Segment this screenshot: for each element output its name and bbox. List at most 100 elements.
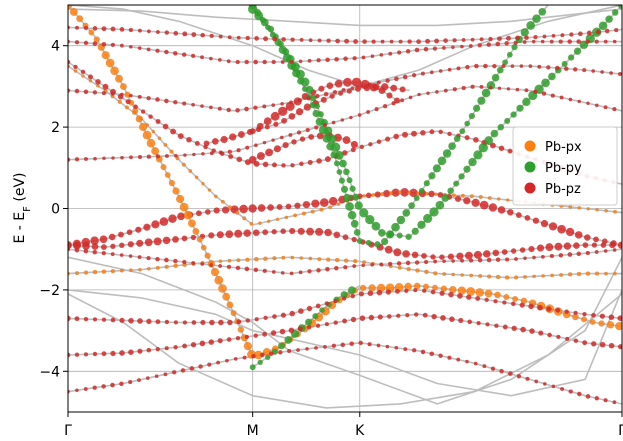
marker-pz-b12-6 bbox=[119, 43, 124, 48]
marker-px-b3-66 bbox=[595, 208, 599, 212]
marker-pz-b15-61 bbox=[608, 314, 615, 321]
marker-py-b9-25 bbox=[345, 202, 355, 211]
marker-px-b3-24 bbox=[228, 205, 233, 210]
marker-pz-b12-31 bbox=[343, 56, 348, 62]
legend-marker-pz bbox=[524, 182, 536, 194]
marker-pz-b13-18 bbox=[226, 107, 231, 113]
marker-px-b3-45 bbox=[407, 190, 411, 195]
marker-py-b9-37 bbox=[408, 202, 416, 210]
marker-pz-b15-36 bbox=[385, 289, 392, 295]
marker-pz-b1-18 bbox=[225, 230, 234, 239]
marker-pz-b16-54 bbox=[547, 332, 552, 338]
marker-pz-b4-0 bbox=[68, 59, 71, 65]
y-tick-label-2: 0 bbox=[51, 202, 60, 218]
marker-pz-b15-38 bbox=[404, 288, 409, 294]
marker-pz-b12-39 bbox=[414, 47, 420, 53]
marker-pz-b12-40 bbox=[423, 46, 429, 52]
marker-py-b9-51 bbox=[477, 96, 486, 105]
marker-px-b3-37 bbox=[336, 202, 341, 206]
marker-px-b3-22 bbox=[213, 194, 218, 199]
marker-px-b3-12 bbox=[151, 129, 156, 134]
legend-marker-py bbox=[524, 161, 536, 173]
marker-pz-b14-61 bbox=[603, 105, 608, 110]
marker-px-b18-31 bbox=[343, 258, 349, 263]
marker-pz-b14-8 bbox=[137, 154, 143, 160]
marker-pz-b16-43 bbox=[449, 316, 455, 323]
marker-pz-b15-28 bbox=[315, 303, 321, 309]
marker-pz-b11-42 bbox=[443, 38, 449, 44]
marker-px-b2-31 bbox=[200, 244, 207, 251]
marker-pz-b16-59 bbox=[590, 340, 597, 347]
marker-pz-b12-52 bbox=[531, 39, 536, 44]
marker-pz-b12-38 bbox=[405, 48, 411, 54]
marker-pz-b14-34 bbox=[366, 109, 371, 115]
marker-pz-b12-14 bbox=[190, 53, 196, 59]
marker-px-b2-34 bbox=[210, 267, 220, 277]
marker-pz-b11-9 bbox=[146, 29, 151, 34]
marker-pz-b13-33 bbox=[359, 84, 364, 89]
marker-px-b3-4 bbox=[96, 84, 100, 88]
marker-px-b3-46 bbox=[416, 191, 420, 196]
marker-pz-b17-5 bbox=[110, 382, 115, 388]
marker-pz-b13-19 bbox=[235, 107, 241, 113]
marker-pz-b15-8 bbox=[137, 318, 143, 324]
marker-pz-b13-51 bbox=[519, 64, 524, 69]
marker-pz-b0-26 bbox=[294, 202, 301, 209]
marker-pz-b15-39 bbox=[413, 287, 418, 293]
marker-pz-b16-36 bbox=[386, 313, 392, 319]
marker-pz-b15-53 bbox=[537, 304, 543, 311]
marker-pz-b1-6 bbox=[118, 242, 125, 249]
marker-pz-b11-39 bbox=[416, 39, 422, 45]
marker-pz-b14-0 bbox=[68, 157, 71, 162]
marker-px-b3-21 bbox=[207, 188, 212, 192]
marker-pz-b15-5 bbox=[110, 317, 116, 323]
marker-pz-b13-8 bbox=[137, 94, 142, 99]
marker-pz-b16-9 bbox=[146, 347, 152, 353]
marker-pz-b12-53 bbox=[540, 39, 545, 44]
marker-pz-b1-62 bbox=[617, 241, 622, 249]
marker-py-b9-6 bbox=[278, 45, 287, 54]
marker-px-b18-55 bbox=[559, 272, 564, 277]
marker-pz-b15-1 bbox=[74, 316, 80, 322]
marker-pz-b7-5 bbox=[291, 139, 297, 145]
marker-pz-b15-7 bbox=[128, 317, 134, 324]
marker-py-b9-54 bbox=[491, 73, 500, 82]
marker-pz-b6-7 bbox=[264, 124, 270, 130]
marker-pz-b0-18 bbox=[221, 206, 230, 214]
marker-pz-b13-16 bbox=[208, 105, 213, 110]
marker-pz-b6-8 bbox=[273, 121, 279, 128]
marker-py-b9-45 bbox=[448, 142, 457, 151]
marker-pz-b11-22 bbox=[263, 36, 269, 42]
marker-pz-b17-8 bbox=[136, 378, 142, 383]
marker-pz-b0-41 bbox=[428, 190, 435, 198]
marker-pz-b0-15 bbox=[195, 210, 202, 217]
marker-pz-b11-18 bbox=[227, 35, 232, 40]
marker-pz-b17-50 bbox=[507, 371, 513, 377]
marker-pz-b1-50 bbox=[510, 248, 517, 254]
marker-pz-b17-24 bbox=[277, 349, 283, 355]
marker-pz-b4-2 bbox=[80, 69, 86, 75]
marker-pz-b11-35 bbox=[380, 39, 385, 44]
marker-pz-b12-56 bbox=[567, 39, 573, 44]
marker-pz-b13-10 bbox=[155, 97, 160, 102]
marker-pz-b1-29 bbox=[324, 228, 332, 237]
marker-pz-b6-20 bbox=[372, 83, 380, 91]
marker-pz-b19-4 bbox=[101, 250, 107, 256]
marker-py-b8-27 bbox=[365, 214, 375, 225]
marker-pz-b14-12 bbox=[173, 153, 178, 158]
marker-px-b3-44 bbox=[397, 190, 403, 195]
marker-pz-b16-8 bbox=[137, 348, 143, 354]
marker-pz-b17-62 bbox=[612, 400, 617, 405]
marker-px-b2-72 bbox=[475, 288, 485, 297]
marker-px-b18-49 bbox=[504, 275, 510, 280]
marker-pz-b11-41 bbox=[434, 38, 440, 44]
marker-py-b10-2 bbox=[264, 354, 271, 361]
marker-pz-b1-49 bbox=[501, 249, 508, 255]
marker-px-b18-46 bbox=[478, 273, 483, 279]
marker-pz-b4-4 bbox=[95, 78, 101, 85]
marker-pz-b16-3 bbox=[92, 351, 98, 357]
marker-pz-b16-13 bbox=[182, 343, 188, 349]
marker-pz-b17-6 bbox=[119, 381, 124, 387]
marker-pz-b1-59 bbox=[591, 242, 598, 248]
marker-px-b18-51 bbox=[523, 274, 528, 279]
